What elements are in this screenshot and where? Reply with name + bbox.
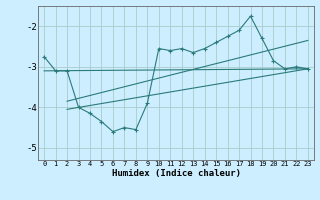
- X-axis label: Humidex (Indice chaleur): Humidex (Indice chaleur): [111, 169, 241, 178]
